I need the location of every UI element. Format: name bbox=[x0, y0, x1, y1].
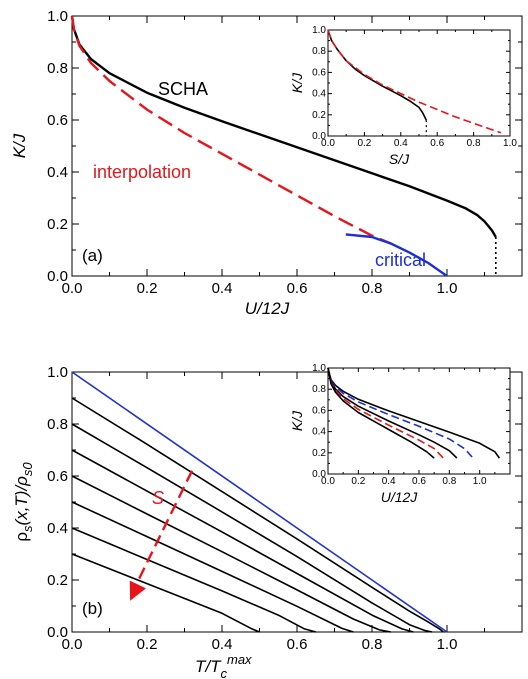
y-tick-label: 0.0 bbox=[312, 469, 326, 480]
y-tick-label: 0.4 bbox=[47, 164, 68, 181]
panel-label: (b) bbox=[82, 599, 103, 618]
y-tick-label: 1.0 bbox=[47, 8, 68, 25]
x-tick-label: 0.2 bbox=[351, 476, 365, 487]
x-tick-label: 0.0 bbox=[321, 476, 335, 487]
series-line-critical bbox=[345, 233, 448, 277]
x-tick-label: 1.0 bbox=[503, 138, 517, 149]
y-tick-label: 0.2 bbox=[47, 572, 68, 589]
y-tick-label: 0.8 bbox=[47, 60, 68, 77]
y-tick-label: 0.4 bbox=[47, 520, 68, 537]
series-line-ib-1 bbox=[327, 367, 501, 459]
panel-b: 0.0 0.2 0.4 0.6 0.8 1.0 0.0 0.2 0.4 0.6 0.8 1.0 T/Tc… bbox=[12, 364, 523, 679]
annotation-scha: SCHA bbox=[158, 79, 208, 99]
series-line-ib-5 bbox=[327, 367, 435, 459]
series-line-ib-2 bbox=[327, 367, 473, 458]
y-tick-label: 0.6 bbox=[312, 67, 326, 78]
x-tick-label: 0.4 bbox=[394, 138, 408, 149]
x-tick-label: 1.0 bbox=[437, 636, 458, 653]
x-tick-label: 0.2 bbox=[137, 636, 158, 653]
arrow-head bbox=[129, 580, 146, 601]
x-tick-label: 0.6 bbox=[412, 476, 426, 487]
inset-x-axis-label: U/12J bbox=[381, 489, 419, 505]
x-axis-label-sub: c bbox=[221, 666, 228, 679]
inset-x-axis-label: S/J bbox=[389, 151, 410, 167]
series-line-rho-6 bbox=[71, 501, 354, 633]
y-tick-label: 0.6 bbox=[47, 468, 68, 485]
x-axis-label-sup: max bbox=[227, 652, 252, 667]
x-tick-label: 0.8 bbox=[442, 476, 456, 487]
x-tick-label: 0.2 bbox=[357, 138, 371, 149]
x-tick-label: 0.8 bbox=[362, 636, 383, 653]
y-tick-label: 0.6 bbox=[47, 112, 68, 129]
inset-background bbox=[328, 30, 510, 136]
x-tick-label: 0.4 bbox=[212, 636, 233, 653]
x-axis-label-main: T/T bbox=[195, 657, 222, 676]
y-tick-label: 0.2 bbox=[47, 216, 68, 233]
panel-a-inset: 0.0 0.2 0.4 0.6 0.8 1.0 0.0 0.2 0.4 0.6 0.8 1.0 S/J K… bbox=[289, 25, 517, 167]
panel-label: (a) bbox=[82, 246, 103, 265]
series-line-rho-7 bbox=[71, 527, 317, 633]
x-tick-label: 0.0 bbox=[62, 280, 83, 297]
x-tick-label: 1.0 bbox=[473, 476, 487, 487]
y-label-mid: (x,T)/ρ bbox=[12, 476, 31, 526]
x-tick-label: 0.8 bbox=[467, 138, 481, 149]
y-tick-label: 0.8 bbox=[312, 384, 326, 395]
y-tick-label: 1.0 bbox=[312, 25, 326, 36]
series-line-rho-2 bbox=[71, 397, 444, 633]
y-label-rho: ρ bbox=[12, 532, 31, 542]
y-tick-label: 0.2 bbox=[312, 110, 326, 121]
y-tick-label: 0.4 bbox=[312, 427, 326, 438]
y-tick-label: 0.2 bbox=[312, 448, 326, 459]
x-tick-label: 0.4 bbox=[212, 280, 233, 297]
y-axis-label: ρs(x,T)/ρs0 bbox=[12, 462, 35, 542]
y-tick-label: 1.0 bbox=[47, 364, 68, 381]
x-axis-label: T/Tcmax bbox=[195, 652, 252, 679]
y-tick-label: 0.4 bbox=[312, 89, 326, 100]
series-line-interp bbox=[70, 15, 392, 245]
x-tick-label: 0.0 bbox=[321, 138, 335, 149]
y-label-sub1: s bbox=[20, 525, 35, 532]
x-tick-label: 0.4 bbox=[382, 476, 396, 487]
x-tick-label: 0.6 bbox=[430, 138, 444, 149]
arrow-shaft bbox=[135, 470, 194, 586]
inset-y-axis-label: K/J bbox=[289, 410, 305, 431]
panel-b-inset: 0.0 0.2 0.4 0.6 0.8 1.0 0.0 0.2 0.4 0.6 0.8 1.0 U/12… bbox=[289, 363, 511, 505]
series-line-rho-5 bbox=[71, 475, 391, 633]
y-tick-label: 0.0 bbox=[47, 268, 68, 285]
annotation-interp: interpolation bbox=[93, 162, 191, 182]
y-tick-label: 0.0 bbox=[47, 624, 68, 641]
x-tick-label: 0.2 bbox=[137, 280, 158, 297]
y-tick-label: 0.8 bbox=[312, 46, 326, 57]
series-line-inset-interp bbox=[327, 29, 502, 134]
y-tick-label: 1.0 bbox=[312, 363, 326, 374]
x-axis-label: U/12J bbox=[245, 299, 290, 318]
series-line-rho-8 bbox=[71, 553, 260, 633]
x-tick-label: 0.0 bbox=[62, 636, 83, 653]
y-label-sub2: s0 bbox=[20, 462, 35, 477]
series-line-rho-4 bbox=[71, 449, 414, 633]
series-line-rho-3 bbox=[71, 423, 433, 633]
x-tick-label: 0.8 bbox=[362, 280, 383, 297]
y-axis-label: K/J bbox=[10, 133, 29, 158]
panel-a: 0.0 0.2 0.4 0.6 0.8 1.0 0.0 0.2 0.4 0.6 0.8 1.0 U/12… bbox=[10, 8, 523, 318]
y-tick-label: 0.8 bbox=[47, 416, 68, 433]
series-line-scha bbox=[70, 15, 497, 238]
y-tick-label: 0.0 bbox=[312, 131, 326, 142]
inset-y-axis-label: K/J bbox=[289, 72, 305, 93]
series-line-rho-1 bbox=[71, 371, 448, 633]
y-tick-label: 0.6 bbox=[312, 405, 326, 416]
x-tick-label: 0.6 bbox=[287, 636, 308, 653]
x-tick-label: 0.6 bbox=[287, 280, 308, 297]
arrow-label: S bbox=[152, 488, 164, 508]
x-tick-label: 1.0 bbox=[437, 280, 458, 297]
annotation-critical: critical bbox=[375, 250, 426, 270]
